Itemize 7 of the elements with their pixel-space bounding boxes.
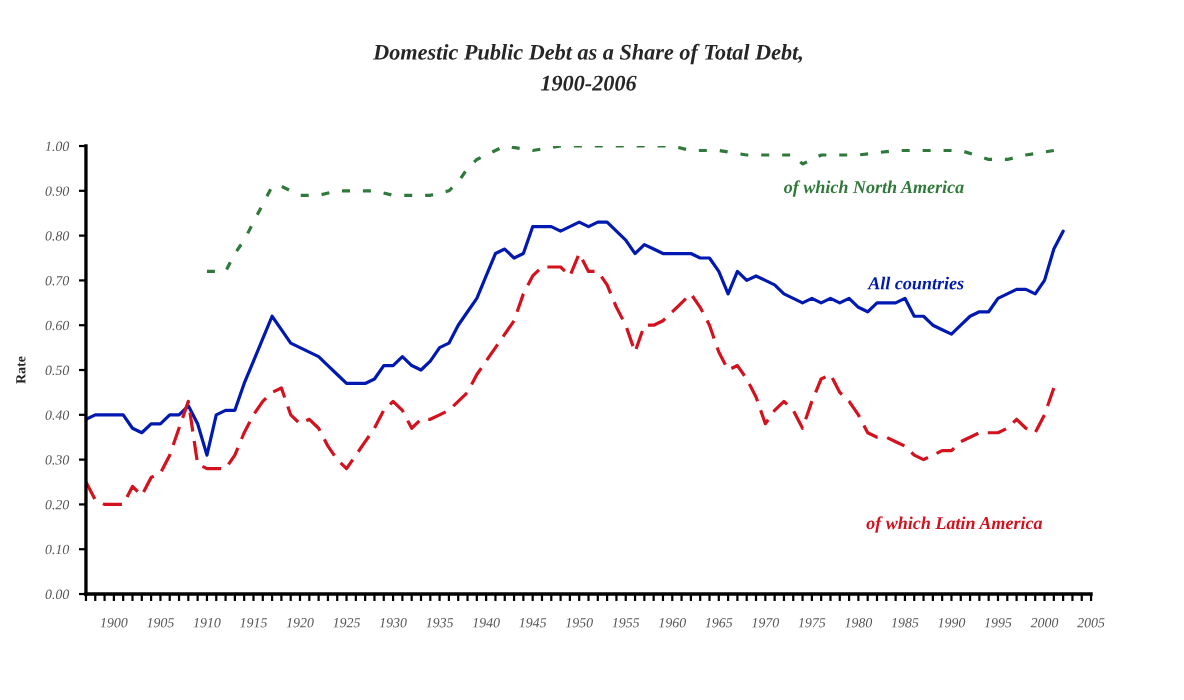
line-series bbox=[85, 220, 1065, 457]
text: of which Latin America bbox=[866, 516, 1043, 533]
series-label: of which North America bbox=[784, 180, 964, 197]
chart-title: Domestic Public Debt as a Share of Total Debt, 1900-2006 bbox=[373, 43, 802, 91]
line-series bbox=[85, 251, 1056, 507]
line-series bbox=[205, 146, 1056, 274]
series-label: All countries bbox=[867, 276, 964, 290]
